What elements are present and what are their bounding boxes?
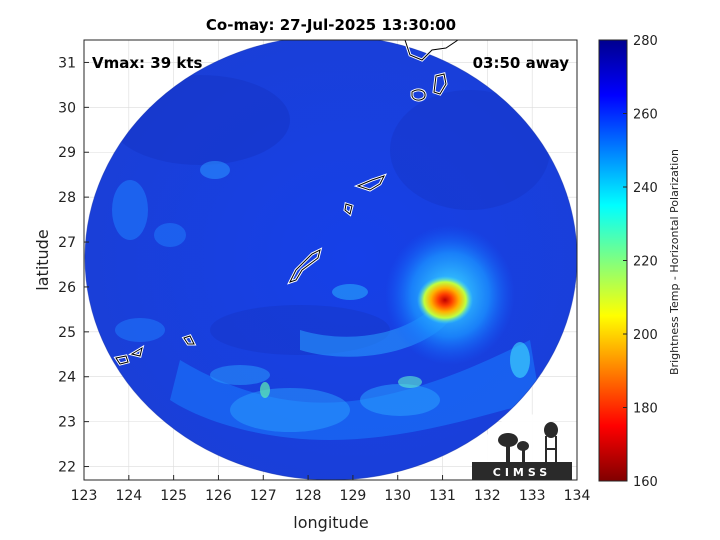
satellite-swath [84,40,577,480]
y-tick-label: 22 [58,460,76,476]
x-axis-ticks: 123 124 125 126 127 128 129 130 131 132 133 134 [71,475,591,504]
x-tick-label: 125 [160,488,187,504]
colorbar-tick-label: 240 [633,181,658,196]
water-tower-icon [544,422,558,462]
colorbar-tick-label: 160 [633,475,658,490]
swath-features [110,75,550,440]
x-tick-label: 128 [295,488,322,504]
colorbar-label: Brightness Temp - Horizontal Polarizatio… [668,149,681,375]
colorbar-tick-label: 260 [633,108,658,123]
y-axis-ticks: 22 23 24 25 26 27 28 29 30 31 [58,55,89,476]
y-tick-label: 27 [58,235,76,251]
x-tick-label: 127 [250,488,277,504]
plot-frame [83,39,578,481]
colorbar: 160 180 200 220 240 260 280 Brightness Temp - … [598,34,681,490]
colorbar-tick-label: 220 [633,255,658,270]
y-tick-label: 24 [58,370,76,386]
time-away-label: 03:50 away [473,54,570,72]
x-tick-label: 124 [115,488,142,504]
y-tick-label: 29 [58,145,76,161]
colorbar-ticks: 160 180 200 220 240 260 280 [623,34,658,490]
logo-text: CIMSS [493,466,551,479]
x-tick-label: 133 [519,488,546,504]
swath-edge [84,40,577,480]
x-axis-label: longitude [293,513,368,532]
x-tick-label: 123 [71,488,98,504]
y-tick-label: 26 [58,280,76,296]
y-tick-label: 25 [58,325,76,341]
y-tick-label: 23 [58,415,76,431]
colorbar-tick-label: 200 [633,328,658,343]
x-tick-label: 134 [564,488,591,504]
x-tick-label: 129 [340,488,367,504]
x-tick-label: 132 [474,488,501,504]
satellite-dish-icon [498,433,529,462]
y-tick-label: 31 [58,55,76,71]
y-axis-label: latitude [33,229,52,290]
cimss-logo: CIMSS [472,414,572,480]
vmax-label: Vmax: 39 kts [92,54,202,72]
plot-area: 123 124 125 126 127 128 129 130 131 132 133 134 222… [58,39,591,504]
y-tick-label: 30 [58,100,76,116]
colorbar-tick-label: 180 [633,402,658,417]
x-tick-label: 130 [384,488,411,504]
colorbar-tick-label: 280 [633,34,658,49]
colorbar-gradient [598,39,628,482]
x-tick-label: 131 [429,488,456,504]
y-tick-label: 28 [58,190,76,206]
coastlines [113,40,459,366]
x-tick-label: 126 [205,488,232,504]
figure-title: Co-may: 27-Jul-2025 13:30:00 [206,16,456,34]
